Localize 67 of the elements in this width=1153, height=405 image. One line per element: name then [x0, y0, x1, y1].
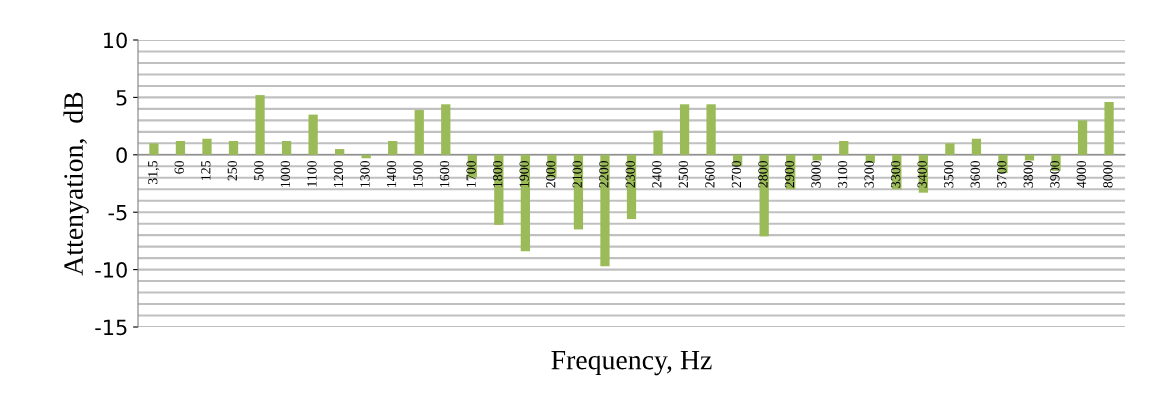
bar: [653, 130, 663, 155]
x-tick-label: 125: [201, 160, 211, 180]
bar: [255, 95, 265, 155]
x-tick-label: 2300: [625, 160, 635, 188]
bar: [441, 104, 451, 155]
y-tick-label: -5: [108, 204, 127, 221]
bar: [971, 138, 982, 155]
x-axis-title: Frequency, Hz: [551, 350, 712, 376]
bar: [945, 143, 955, 155]
x-tick-label: 1700: [466, 160, 476, 187]
y-axis-title: Attenyation, dB: [63, 92, 89, 276]
bar: [1024, 154, 1035, 161]
y-tick-label: -15: [95, 319, 127, 336]
x-tick-label: 3000: [811, 160, 821, 188]
x-tick-label: 8000: [1103, 160, 1113, 188]
x-tick-label: 2800: [758, 160, 768, 188]
bar: [149, 143, 159, 155]
x-tick-label: 2100: [572, 160, 582, 188]
bar: [812, 154, 822, 161]
bar: [228, 141, 239, 155]
y-tick-label: -10: [95, 262, 127, 278]
bar: [706, 104, 716, 155]
y-tick-label: 10: [104, 32, 127, 49]
x-tick-label: 2200: [599, 160, 609, 188]
bar: [175, 141, 186, 155]
x-tick-label: 3800: [1023, 160, 1033, 188]
x-tick-label: 31,5: [148, 160, 160, 184]
bar: [600, 154, 610, 267]
x-tick-label: 1400: [386, 160, 397, 187]
bar: [1077, 120, 1088, 155]
x-tick-label: 1600: [439, 160, 450, 187]
x-tick-label: 4000: [1076, 160, 1087, 188]
x-tick-label: 3100: [837, 160, 848, 188]
x-tick-label: 2000: [546, 160, 556, 188]
x-tick-label: 60: [174, 160, 184, 174]
x-tick-label: 1900: [519, 160, 529, 187]
bar: [414, 110, 424, 155]
bar: [1104, 101, 1114, 155]
x-tick-label: 3500: [943, 160, 954, 188]
x-tick-label: 250: [227, 160, 237, 181]
x-tick-label: 3700: [997, 160, 1007, 188]
bar: [388, 141, 398, 155]
bar: [839, 141, 849, 155]
bar: [308, 114, 318, 155]
x-tick-label: 2500: [678, 160, 689, 188]
x-tick-label: 2900: [784, 160, 795, 188]
x-tick-label: 3200: [864, 160, 874, 188]
y-tick-label: 5: [116, 90, 127, 106]
x-tick-label: 2400: [652, 160, 662, 188]
x-tick-label: 1300: [360, 160, 370, 187]
x-tick-label: 2600: [705, 160, 715, 188]
x-tick-label: 3900: [1050, 160, 1060, 188]
bar: [679, 104, 690, 155]
bar: [281, 141, 292, 155]
x-tick-label: 1000: [280, 160, 291, 187]
x-tick-label: 3600: [970, 160, 980, 188]
x-tick-label: 2700: [731, 160, 742, 188]
bar: [202, 138, 212, 155]
x-tick-label: 1200: [333, 160, 344, 187]
y-tick-label: 0: [116, 147, 127, 164]
x-tick-label: 3400: [917, 160, 927, 188]
x-tick-label: 1100: [307, 160, 317, 187]
x-tick-label: 3300: [890, 160, 901, 188]
x-tick-label: 1800: [492, 160, 503, 187]
x-tick-label: 1500: [413, 160, 423, 187]
bar: [335, 149, 345, 155]
x-tick-label: 500: [254, 160, 264, 181]
